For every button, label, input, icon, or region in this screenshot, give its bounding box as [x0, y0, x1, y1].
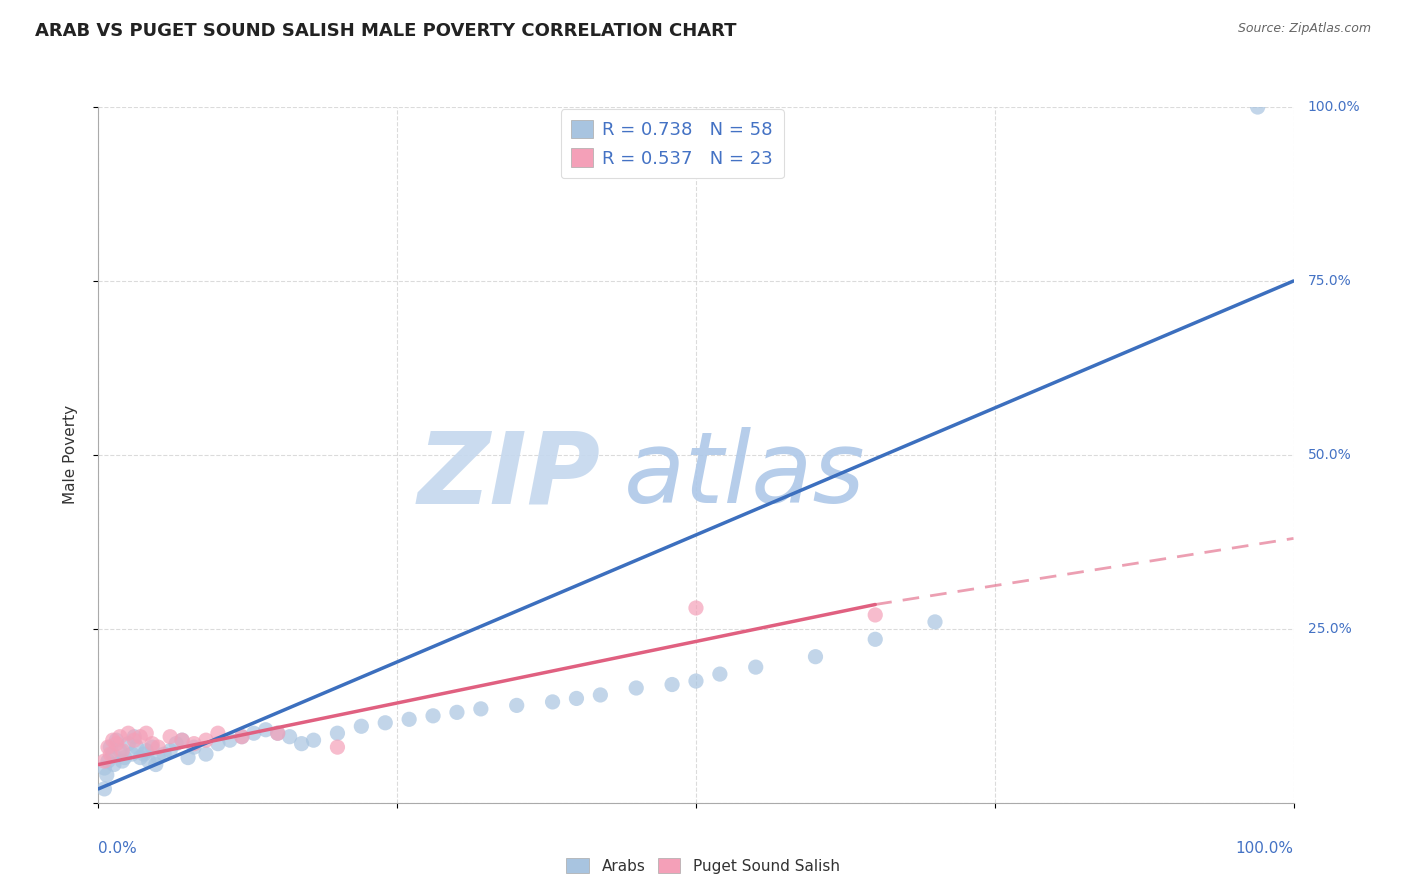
Point: [97, 740, 120, 755]
Point: [108, 730, 131, 744]
Point: [254, 723, 277, 737]
Point: [709, 667, 731, 681]
Point: [267, 726, 290, 740]
Point: [121, 747, 143, 761]
Point: [138, 754, 160, 768]
Point: [685, 601, 707, 615]
Point: [145, 757, 167, 772]
Point: [243, 726, 266, 740]
Point: [111, 744, 134, 758]
Point: [374, 715, 396, 730]
Point: [103, 757, 125, 772]
Text: 50.0%: 50.0%: [1308, 448, 1351, 462]
Point: [470, 702, 492, 716]
Point: [446, 706, 468, 720]
Point: [124, 730, 146, 744]
Point: [148, 740, 170, 755]
Legend: R = 0.738   N = 58, R = 0.537   N = 23: R = 0.738 N = 58, R = 0.537 N = 23: [561, 109, 783, 178]
Point: [326, 726, 349, 740]
Point: [745, 660, 768, 674]
Point: [804, 649, 827, 664]
Point: [291, 737, 314, 751]
Point: [172, 733, 194, 747]
Text: 100.0%: 100.0%: [1236, 841, 1294, 856]
Point: [195, 733, 218, 747]
Point: [924, 615, 946, 629]
Point: [141, 737, 163, 751]
Point: [124, 733, 146, 747]
Point: [231, 730, 253, 744]
Text: 25.0%: 25.0%: [1308, 622, 1351, 636]
Point: [135, 726, 157, 740]
Point: [101, 747, 124, 761]
Point: [101, 733, 124, 747]
Legend: Arabs, Puget Sound Salish: Arabs, Puget Sound Salish: [560, 852, 846, 880]
Point: [267, 726, 290, 740]
Point: [278, 730, 301, 744]
Text: 100.0%: 100.0%: [1308, 100, 1361, 114]
Point: [565, 691, 588, 706]
Text: 75.0%: 75.0%: [1308, 274, 1351, 288]
Point: [117, 726, 139, 740]
Point: [129, 750, 152, 764]
Text: Source: ZipAtlas.com: Source: ZipAtlas.com: [1237, 22, 1371, 36]
Point: [398, 712, 420, 726]
Point: [195, 747, 218, 761]
Point: [177, 750, 200, 764]
Point: [117, 737, 139, 751]
Point: [93, 754, 115, 768]
Point: [108, 744, 131, 758]
Point: [96, 768, 118, 782]
Point: [661, 677, 683, 691]
Point: [231, 730, 253, 744]
Point: [626, 681, 648, 695]
Point: [865, 607, 887, 622]
Point: [148, 750, 170, 764]
Point: [1247, 100, 1270, 114]
Point: [114, 750, 136, 764]
Text: ZIP: ZIP: [418, 427, 600, 524]
Point: [105, 737, 128, 751]
Point: [132, 747, 155, 761]
Point: [111, 754, 134, 768]
Point: [207, 726, 229, 740]
Point: [165, 737, 187, 751]
Point: [183, 740, 205, 755]
Point: [93, 781, 115, 796]
Point: [135, 744, 157, 758]
Point: [685, 674, 707, 689]
Point: [125, 740, 148, 755]
Point: [98, 747, 122, 761]
Point: [302, 733, 325, 747]
Point: [97, 754, 120, 768]
Point: [183, 737, 205, 751]
Point: [350, 719, 373, 733]
Point: [865, 632, 887, 647]
Point: [541, 695, 564, 709]
Point: [159, 730, 181, 744]
Point: [326, 740, 349, 755]
Point: [172, 733, 194, 747]
Text: ARAB VS PUGET SOUND SALISH MALE POVERTY CORRELATION CHART: ARAB VS PUGET SOUND SALISH MALE POVERTY …: [35, 22, 737, 40]
Point: [219, 733, 242, 747]
Point: [129, 730, 152, 744]
Point: [93, 761, 115, 775]
Point: [141, 740, 163, 755]
Point: [159, 744, 181, 758]
Point: [506, 698, 529, 713]
Text: atlas: atlas: [624, 427, 866, 524]
Point: [422, 708, 444, 723]
Point: [153, 747, 176, 761]
Point: [589, 688, 612, 702]
Y-axis label: Male Poverty: Male Poverty: [63, 405, 77, 505]
Point: [98, 740, 122, 755]
Point: [207, 737, 229, 751]
Point: [105, 733, 128, 747]
Text: 0.0%: 0.0%: [98, 841, 138, 856]
